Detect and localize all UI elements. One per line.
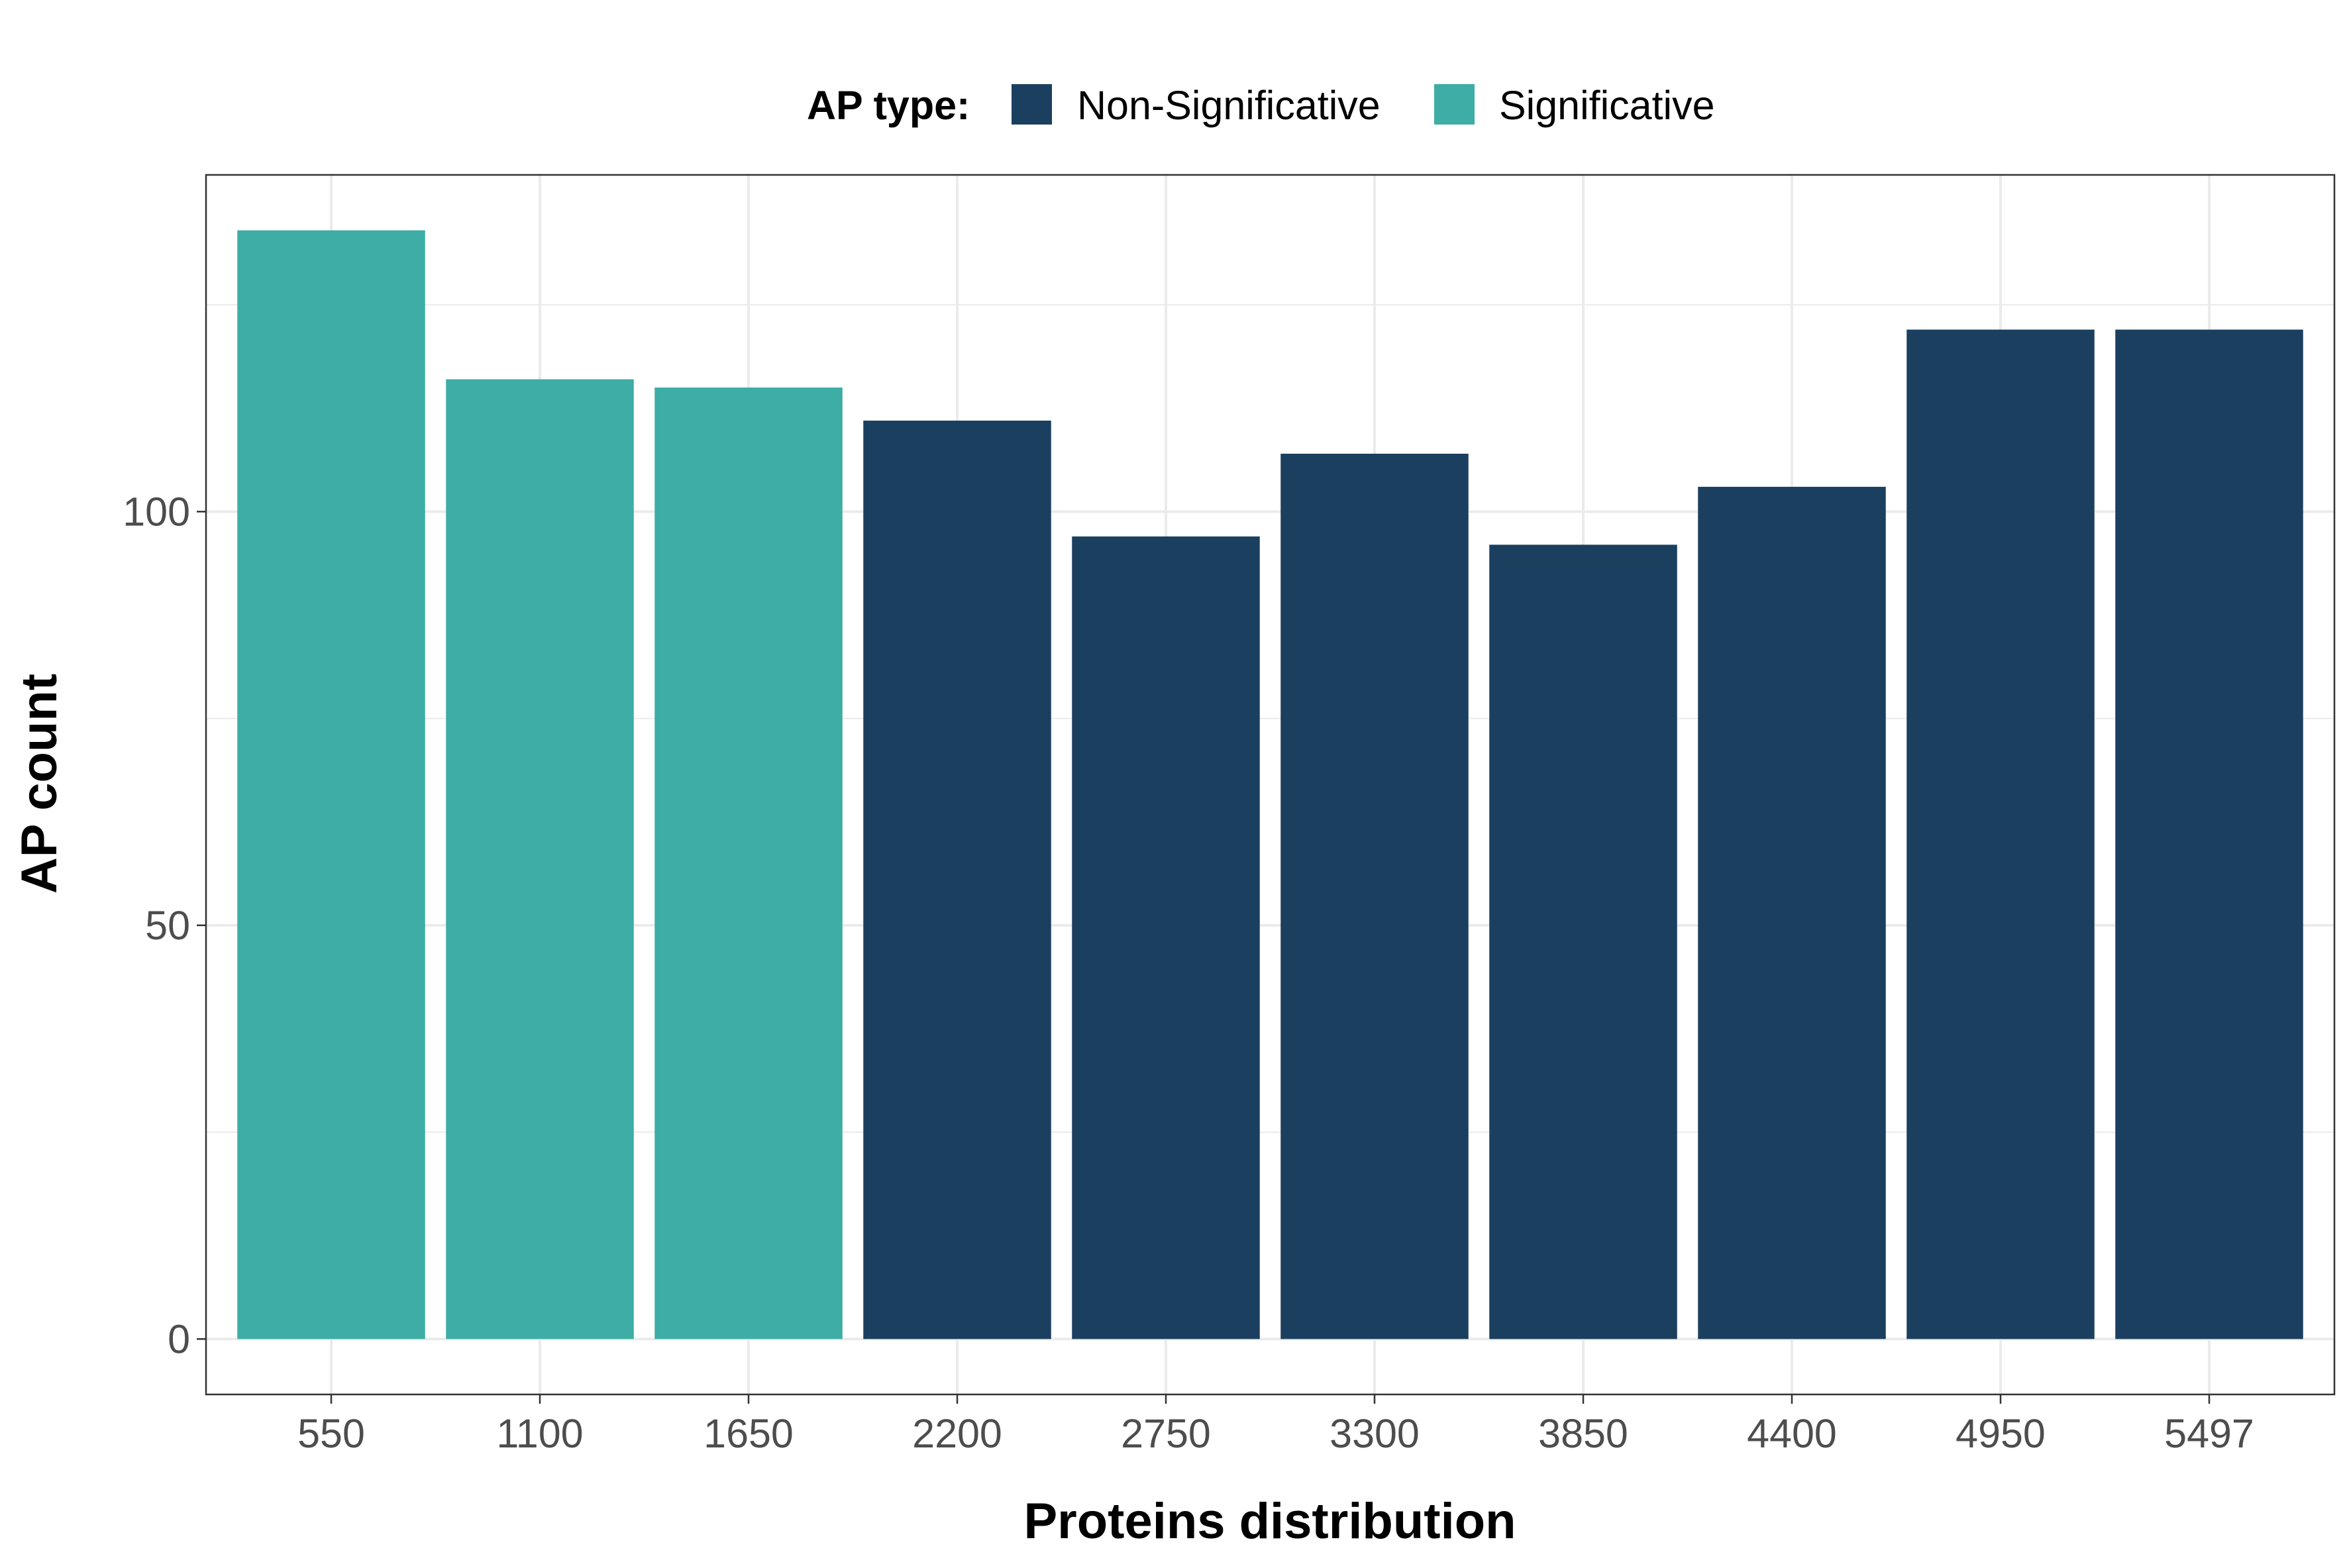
y-axis-title: AP count <box>11 674 68 894</box>
legend: AP type: Non-Significative Significative <box>807 83 1715 128</box>
bar-5497 <box>2115 329 2303 1339</box>
x-tick-label: 4400 <box>1747 1411 1837 1456</box>
bar-2200 <box>863 420 1051 1339</box>
y-tick-label: 50 <box>145 903 190 948</box>
x-tick-label: 4950 <box>1956 1411 2046 1456</box>
x-tick-label: 3300 <box>1330 1411 1420 1456</box>
x-tick-label: 3850 <box>1538 1411 1628 1456</box>
bar-2750 <box>1072 536 1260 1339</box>
legend-title: AP type: <box>807 83 970 128</box>
bar-3850 <box>1489 545 1677 1339</box>
bar-1100 <box>446 379 634 1339</box>
bar-4950 <box>1906 329 2095 1339</box>
y-tick-label: 100 <box>123 489 190 534</box>
legend-swatch-significative <box>1434 84 1475 125</box>
legend-label-significative: Significative <box>1499 83 1715 128</box>
bar-3300 <box>1280 453 1469 1339</box>
x-axis-title: Proteins distribution <box>1023 1493 1516 1549</box>
axis-ticks: 0 50 100 550 1100 1650 2200 2750 3300 3850 4400 495… <box>123 489 2254 1456</box>
x-tick-label: 2200 <box>912 1411 1002 1456</box>
bar-1650 <box>654 387 843 1339</box>
legend-label-non-significative: Non-Significative <box>1077 83 1381 128</box>
bar-550 <box>237 230 425 1339</box>
x-tick-label: 5497 <box>2164 1411 2254 1456</box>
bar-4400 <box>1698 486 1886 1339</box>
x-tick-label: 2750 <box>1121 1411 1211 1456</box>
y-tick-label: 0 <box>168 1316 190 1361</box>
x-tick-label: 1100 <box>496 1411 583 1456</box>
x-tick-label: 1650 <box>704 1411 794 1456</box>
legend-swatch-non-significative <box>1012 84 1052 125</box>
bars <box>237 230 2303 1339</box>
x-tick-label: 550 <box>297 1411 365 1456</box>
panel-border <box>205 174 2336 1396</box>
